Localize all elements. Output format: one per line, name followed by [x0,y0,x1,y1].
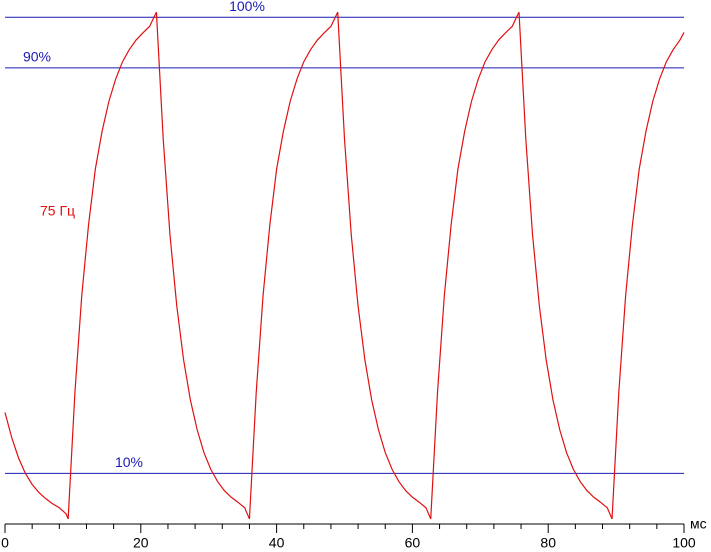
x-tick-label: 60 [405,535,421,551]
x-tick-label: 0 [1,535,9,551]
reference-label: 10% [115,454,143,470]
reference-label: 90% [23,49,51,65]
x-tick-label: 100 [672,535,696,551]
x-tick-label: 20 [133,535,149,551]
series-line [4,11,685,520]
series-label: 75 Гц [40,203,75,219]
x-axis-label: мс [690,516,707,532]
x-tick-label: 40 [269,535,285,551]
reference-label: 100% [229,0,265,14]
x-tick-label: 80 [540,535,556,551]
